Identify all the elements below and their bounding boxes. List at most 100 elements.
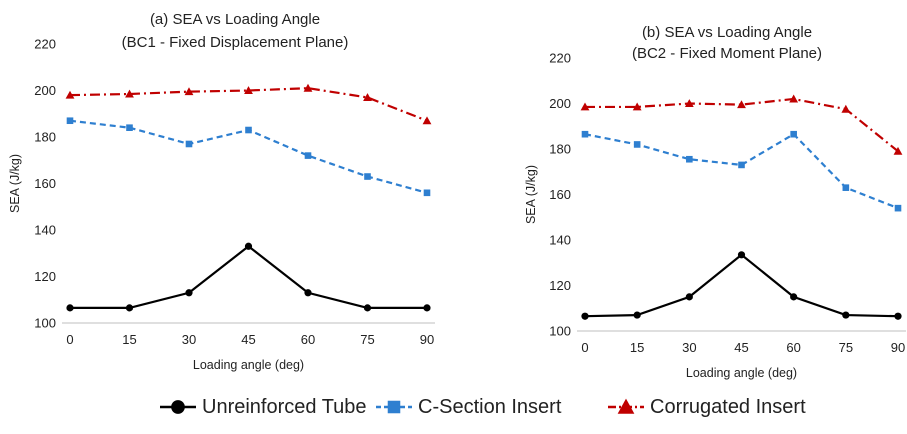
data-point xyxy=(894,204,902,212)
chart-title: (a) SEA vs Loading Angle xyxy=(150,11,320,28)
x-axis-title: Loading angle (deg) xyxy=(686,366,797,380)
data-point xyxy=(737,100,746,109)
series-line xyxy=(584,253,899,318)
legend-label: Unreinforced Tube xyxy=(202,396,367,418)
data-point xyxy=(842,184,850,191)
data-point xyxy=(244,86,253,95)
data-point xyxy=(738,161,745,169)
legend-label: Corrugated Insert xyxy=(650,396,806,418)
x-tick-label: 45 xyxy=(734,340,748,355)
chart-subtitle: (BC2 - Fixed Moment Plane) xyxy=(632,45,822,62)
x-tick-label: 0 xyxy=(66,332,73,347)
data-point xyxy=(423,304,431,312)
series-c-section-insert xyxy=(581,130,902,212)
y-tick-label: 200 xyxy=(34,83,56,98)
chart-panel-a: (a) SEA vs Loading Angle (BC1 - Fixed Dis… xyxy=(8,11,435,372)
x-tick-label: 0 xyxy=(581,340,588,355)
data-point xyxy=(894,312,902,320)
data-point xyxy=(303,83,313,92)
y-axis-title: SEA (J/kg) xyxy=(8,154,22,213)
x-axis-title: Loading angle (deg) xyxy=(193,358,304,372)
y-tick-label: 120 xyxy=(549,278,571,293)
legend-marker xyxy=(171,400,185,414)
data-point xyxy=(685,293,693,301)
x-tick-label: 15 xyxy=(122,332,136,347)
chart-panel-b: (b) SEA vs Loading Angle (BC2 - Fixed Mom… xyxy=(524,24,906,380)
data-point xyxy=(580,102,590,111)
data-point xyxy=(423,189,431,197)
data-point xyxy=(66,117,74,125)
data-point xyxy=(363,304,372,312)
data-point xyxy=(125,304,134,312)
y-tick-label: 160 xyxy=(34,176,56,191)
data-point xyxy=(125,89,134,98)
data-point xyxy=(633,141,641,148)
y-tick-label: 220 xyxy=(549,51,571,66)
x-tick-label: 90 xyxy=(891,340,905,355)
x-tick-label: 30 xyxy=(682,340,696,355)
data-point xyxy=(632,102,642,111)
data-point xyxy=(581,130,589,138)
data-point xyxy=(633,311,641,319)
data-point xyxy=(185,140,193,148)
x-tick-label: 75 xyxy=(360,332,374,347)
legend-item: C-Section Insert xyxy=(376,396,562,418)
series-line xyxy=(584,132,899,210)
x-tick-label: 75 xyxy=(839,340,853,355)
data-point xyxy=(841,104,851,113)
legend-marker xyxy=(387,400,401,414)
data-point xyxy=(790,293,798,301)
data-point xyxy=(893,146,903,155)
x-tick-label: 90 xyxy=(420,332,434,347)
y-tick-label: 160 xyxy=(549,187,571,202)
x-tick-label: 60 xyxy=(301,332,315,347)
y-tick-label: 140 xyxy=(549,233,571,248)
data-point xyxy=(684,99,694,108)
data-point xyxy=(581,312,589,320)
y-tick-label: 200 xyxy=(549,96,571,111)
x-tick-label: 15 xyxy=(630,340,644,355)
series-unreinforced-tube xyxy=(581,251,902,320)
data-point xyxy=(686,155,693,163)
series-corrugated-insert xyxy=(580,94,903,155)
data-point xyxy=(737,251,746,259)
series-line xyxy=(70,244,427,309)
data-point xyxy=(363,93,372,101)
data-point xyxy=(790,130,797,138)
data-point xyxy=(65,90,75,99)
y-tick-label: 180 xyxy=(34,130,56,145)
legend: Unreinforced Tube C-Section Insert Corruga… xyxy=(160,396,806,418)
data-point xyxy=(842,311,850,319)
data-point xyxy=(364,173,371,180)
legend-marker xyxy=(617,398,635,414)
legend-item: Corrugated Insert xyxy=(608,396,806,418)
y-tick-label: 220 xyxy=(34,37,56,52)
y-tick-label: 120 xyxy=(34,269,56,284)
y-tick-label: 180 xyxy=(549,142,571,157)
series-unreinforced-tube xyxy=(66,242,431,312)
x-tick-label: 30 xyxy=(182,332,196,347)
y-tick-label: 100 xyxy=(34,316,56,331)
series-corrugated-insert xyxy=(65,83,432,125)
data-point xyxy=(244,242,253,250)
chart-subtitle: (BC1 - Fixed Displacement Plane) xyxy=(122,34,349,51)
series-c-section-insert xyxy=(66,117,431,197)
y-tick-label: 140 xyxy=(34,223,56,238)
chart-title: (b) SEA vs Loading Angle xyxy=(642,24,812,41)
data-point xyxy=(126,124,133,131)
y-tick-label: 100 xyxy=(549,324,571,339)
data-point xyxy=(245,126,252,134)
data-point xyxy=(422,116,432,125)
legend-label: C-Section Insert xyxy=(418,396,562,418)
data-point xyxy=(184,87,194,96)
legend-item: Unreinforced Tube xyxy=(160,396,367,418)
x-tick-label: 45 xyxy=(241,332,255,347)
data-point xyxy=(789,94,799,103)
data-point xyxy=(185,289,193,297)
x-tick-label: 60 xyxy=(786,340,800,355)
data-point xyxy=(304,152,312,159)
data-point xyxy=(66,304,74,312)
y-axis-title: SEA (J/kg) xyxy=(524,165,538,224)
